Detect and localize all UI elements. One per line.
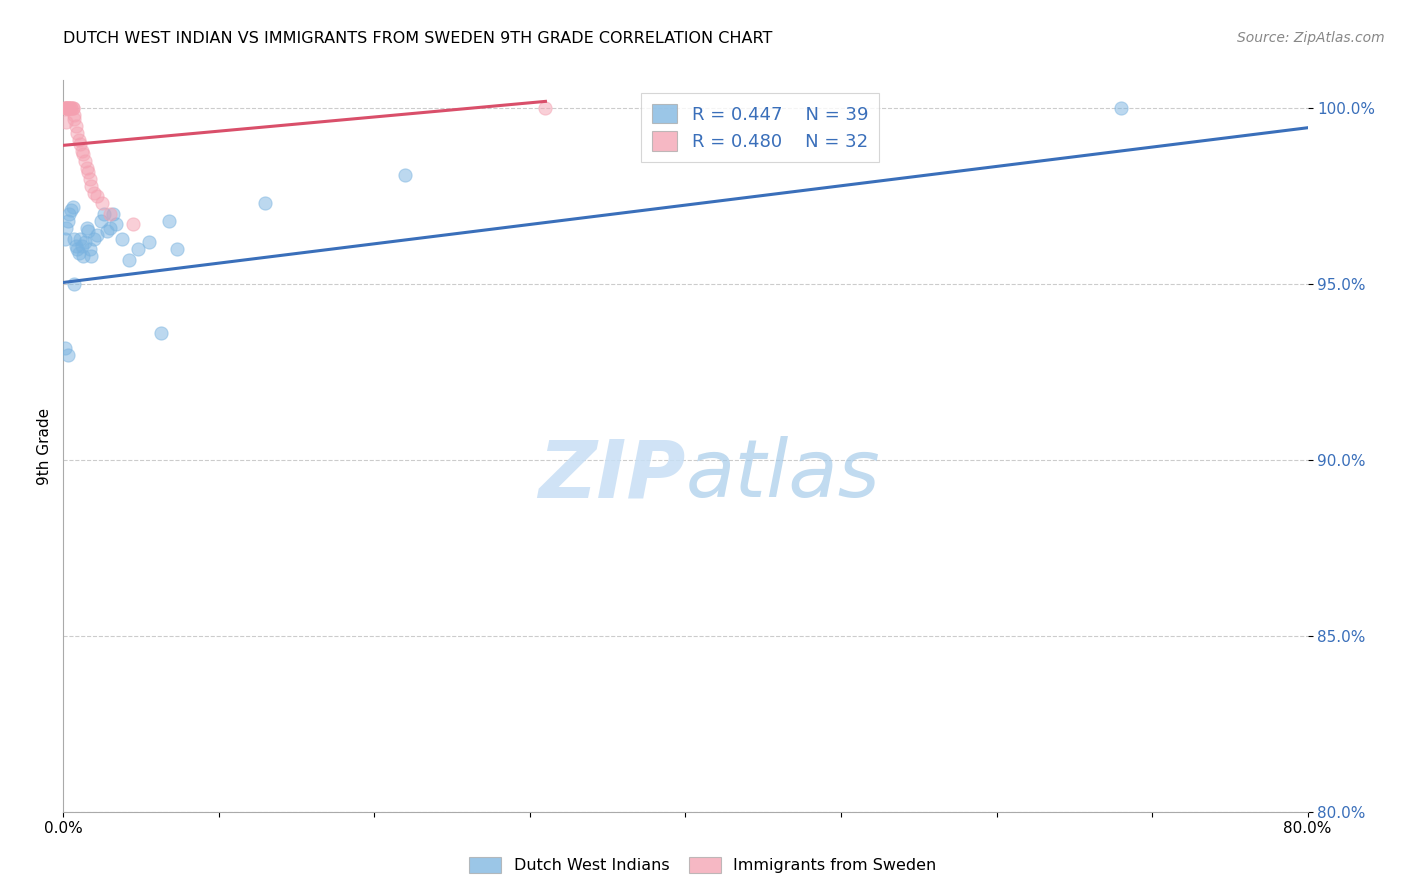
Point	[63, 277, 86, 292]
Point	[53, 231, 76, 245]
Point	[98, 221, 121, 235]
Point	[55, 102, 77, 116]
Point	[58, 207, 80, 221]
Point	[53, 102, 76, 116]
Point	[72, 147, 94, 161]
Point	[62, 102, 84, 116]
Point	[63, 108, 86, 122]
Point	[80, 178, 103, 193]
Point	[76, 221, 98, 235]
Point	[122, 218, 145, 232]
Point	[83, 231, 105, 245]
Point	[60, 102, 83, 116]
Point	[76, 161, 98, 176]
Point	[77, 164, 100, 178]
Point	[56, 102, 79, 116]
Point	[60, 102, 83, 116]
Point	[53, 341, 76, 355]
Point	[58, 102, 80, 116]
Point	[53, 102, 76, 116]
Point	[56, 214, 79, 228]
Point	[63, 112, 86, 126]
Point	[166, 242, 188, 256]
Text: atlas: atlas	[686, 436, 880, 515]
Point	[90, 214, 112, 228]
Point	[55, 115, 77, 129]
Point	[58, 102, 80, 116]
Point	[80, 249, 103, 263]
Point	[127, 242, 149, 256]
Point	[254, 196, 277, 211]
Point	[79, 242, 101, 256]
Point	[105, 218, 128, 232]
Point	[69, 231, 91, 245]
Point	[62, 102, 84, 116]
Point	[111, 231, 134, 245]
Point	[96, 225, 118, 239]
Point	[150, 326, 173, 341]
Point	[91, 196, 114, 211]
Point	[73, 235, 96, 249]
Point	[55, 221, 77, 235]
Point	[55, 102, 77, 116]
Point	[73, 154, 96, 169]
Point	[56, 102, 79, 116]
Text: ZIP: ZIP	[538, 436, 686, 515]
Point	[63, 231, 86, 245]
Y-axis label: 9th Grade: 9th Grade	[37, 408, 52, 484]
Point	[394, 168, 416, 182]
Point	[72, 249, 94, 263]
Point	[67, 133, 90, 147]
Point	[101, 207, 124, 221]
Point	[77, 225, 100, 239]
Point	[62, 200, 84, 214]
Point	[65, 238, 87, 252]
Point	[534, 102, 557, 116]
Point	[66, 126, 89, 140]
Point	[93, 207, 115, 221]
Point	[79, 171, 101, 186]
Point	[157, 214, 180, 228]
Point	[56, 347, 79, 361]
Point	[86, 227, 108, 242]
Text: Source: ZipAtlas.com: Source: ZipAtlas.com	[1237, 31, 1385, 45]
Point	[138, 235, 160, 249]
Point	[70, 144, 93, 158]
Text: DUTCH WEST INDIAN VS IMMIGRANTS FROM SWEDEN 9TH GRADE CORRELATION CHART: DUTCH WEST INDIAN VS IMMIGRANTS FROM SWE…	[63, 31, 773, 46]
Point	[60, 203, 83, 218]
Point	[117, 252, 139, 267]
Point	[69, 136, 91, 151]
Point	[83, 186, 105, 200]
Point	[98, 207, 121, 221]
Legend: R = 0.447    N = 39, R = 0.480    N = 32: R = 0.447 N = 39, R = 0.480 N = 32	[641, 93, 879, 161]
Point	[65, 119, 87, 133]
Point	[70, 238, 93, 252]
Point	[86, 189, 108, 203]
Point	[1109, 102, 1132, 116]
Point	[66, 242, 89, 256]
Point	[67, 245, 90, 260]
Legend: Dutch West Indians, Immigrants from Sweden: Dutch West Indians, Immigrants from Swed…	[463, 850, 943, 880]
